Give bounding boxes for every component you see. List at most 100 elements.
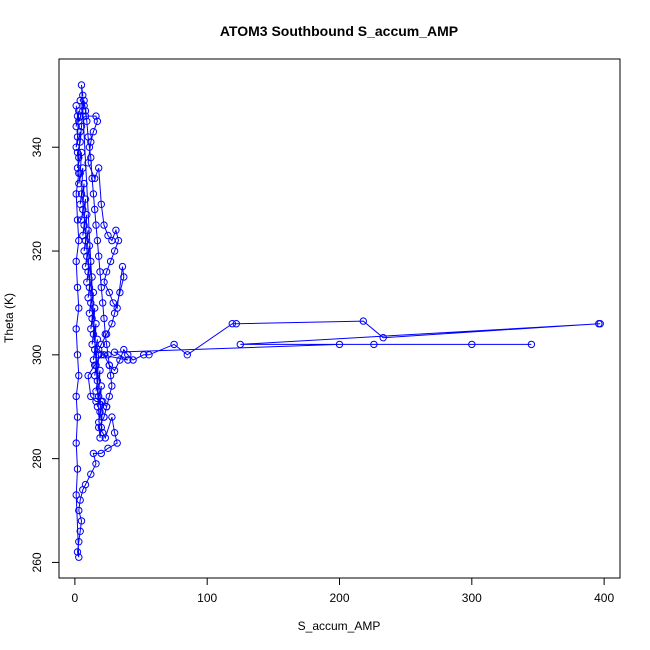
data-point xyxy=(81,107,90,115)
data-point xyxy=(97,397,106,406)
data-point xyxy=(110,309,119,317)
data-point xyxy=(75,169,83,177)
data-point xyxy=(108,413,116,421)
data-point xyxy=(236,340,245,349)
data-point xyxy=(83,252,91,260)
data-point xyxy=(83,117,91,126)
data-point xyxy=(379,334,387,342)
y-axis: 260 280 300 320 340 xyxy=(30,137,60,572)
data-point xyxy=(92,320,100,328)
data-point xyxy=(76,527,84,535)
data-point xyxy=(77,122,86,131)
data-point xyxy=(110,366,119,375)
data-point xyxy=(114,236,123,245)
x-tick-label: 200 xyxy=(329,591,349,605)
data-point xyxy=(91,304,99,312)
data-point xyxy=(72,190,80,198)
data-point xyxy=(79,107,87,115)
data-point xyxy=(101,330,110,338)
data-point xyxy=(72,439,80,447)
data-point xyxy=(105,392,114,401)
data-point xyxy=(106,371,115,380)
x-tick-label: 400 xyxy=(594,591,614,605)
data-point xyxy=(97,200,106,209)
data-point xyxy=(108,320,116,328)
data-point xyxy=(79,486,87,494)
data-point xyxy=(81,195,90,203)
data-point xyxy=(72,325,80,333)
data-point xyxy=(92,397,100,406)
data-point xyxy=(75,304,83,312)
y-tick-label: 300 xyxy=(30,344,44,364)
data-point xyxy=(91,345,99,354)
data-point xyxy=(73,548,82,556)
data-point xyxy=(120,273,128,281)
data-point xyxy=(102,403,111,411)
data-point xyxy=(87,299,95,307)
data-point xyxy=(88,273,96,281)
data-point xyxy=(89,190,98,198)
data-point xyxy=(77,190,86,198)
data-point xyxy=(105,288,114,297)
y-tick-label: 320 xyxy=(30,241,44,261)
data-point xyxy=(75,371,83,380)
data-point xyxy=(73,148,82,157)
data-point xyxy=(129,356,137,364)
data-point xyxy=(85,143,94,151)
data-point xyxy=(87,392,95,401)
data-point xyxy=(87,470,95,478)
data-point xyxy=(76,96,84,105)
data-point xyxy=(84,371,92,380)
data-point xyxy=(89,330,98,338)
data-point xyxy=(527,340,536,349)
data-point xyxy=(104,231,112,240)
data-point xyxy=(72,257,80,266)
data-point xyxy=(72,392,80,401)
data-point xyxy=(102,340,111,349)
data-point xyxy=(75,506,83,515)
data-point xyxy=(87,153,95,162)
data-point xyxy=(73,283,82,292)
data-point xyxy=(91,205,99,214)
data-point xyxy=(335,340,344,349)
data-point xyxy=(104,351,112,359)
data-point xyxy=(92,221,100,229)
data-point xyxy=(97,382,106,390)
data-point xyxy=(116,356,124,364)
series-layer xyxy=(72,81,604,561)
data-point xyxy=(96,268,104,276)
data-point xyxy=(95,252,103,260)
data-point xyxy=(80,96,88,105)
data-point xyxy=(97,423,106,432)
data-point xyxy=(83,211,91,219)
data-point xyxy=(359,317,367,325)
data-point xyxy=(124,351,132,359)
data-point xyxy=(468,340,476,349)
data-point xyxy=(95,423,103,432)
data-point xyxy=(120,345,128,354)
data-point xyxy=(100,221,108,229)
chart-title: ATOM3 Southbound S_accum_AMP xyxy=(220,23,458,39)
data-point xyxy=(95,351,103,359)
data-point xyxy=(73,112,82,120)
data-point xyxy=(104,444,112,452)
data-point xyxy=(370,340,378,349)
data-point xyxy=(116,288,124,297)
data-point xyxy=(73,413,82,421)
data-point xyxy=(80,179,88,188)
data-point xyxy=(110,247,119,255)
data-point xyxy=(101,434,110,442)
data-point xyxy=(84,268,92,276)
x-tick-label: 100 xyxy=(197,591,217,605)
data-point xyxy=(75,179,83,188)
data-point xyxy=(88,314,96,323)
data-point xyxy=(106,257,115,266)
data-point xyxy=(118,262,127,271)
data-point xyxy=(79,205,87,214)
data-point xyxy=(80,221,88,229)
data-point xyxy=(183,351,192,359)
data-point xyxy=(232,320,241,328)
data-point xyxy=(75,236,83,245)
data-point xyxy=(95,164,103,172)
